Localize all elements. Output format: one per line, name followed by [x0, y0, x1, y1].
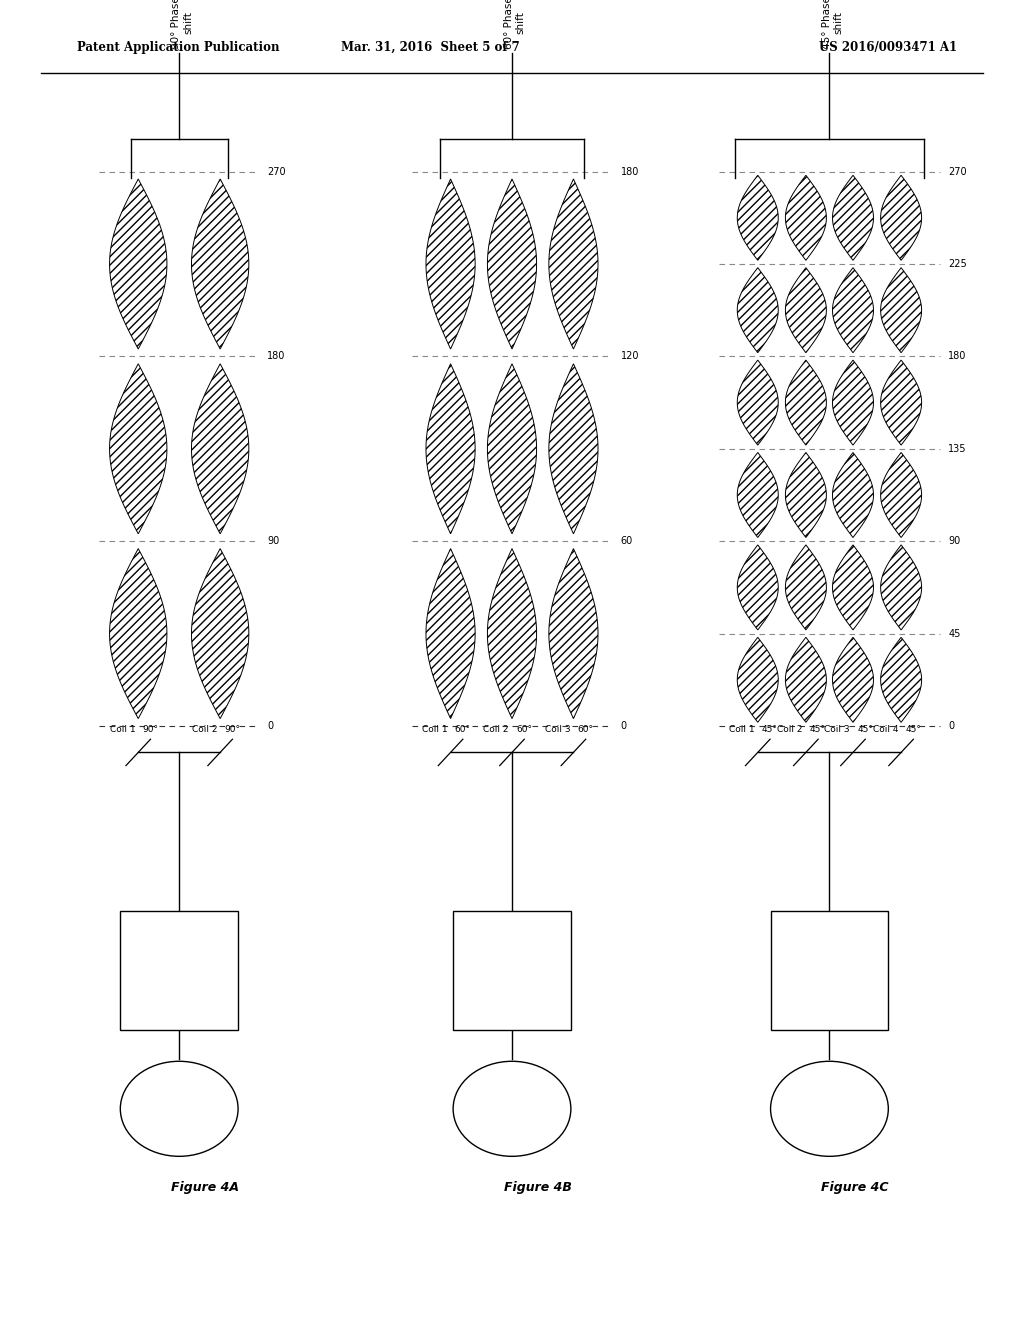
- Text: 180: 180: [621, 166, 639, 177]
- Polygon shape: [833, 545, 873, 630]
- Polygon shape: [191, 180, 249, 348]
- Text: Phase shift
modulator: Phase shift modulator: [801, 960, 858, 981]
- Text: 60°: 60°: [455, 725, 471, 734]
- Text: Figure 4A: Figure 4A: [171, 1181, 239, 1195]
- Text: Coil 1: Coil 1: [422, 725, 447, 734]
- Text: 120: 120: [621, 351, 639, 362]
- Text: Coil 1: Coil 1: [729, 725, 755, 734]
- Text: Phase shift
modulator: Phase shift modulator: [483, 960, 541, 981]
- Text: Figure 4C: Figure 4C: [821, 1181, 889, 1195]
- Text: Coil 1: Coil 1: [110, 725, 135, 734]
- Text: 45°: 45°: [905, 725, 922, 734]
- Polygon shape: [487, 364, 537, 533]
- Text: US 2016/0093471 A1: US 2016/0093471 A1: [819, 41, 957, 54]
- Polygon shape: [426, 180, 475, 348]
- Ellipse shape: [770, 1061, 889, 1156]
- Text: 60°: 60°: [578, 725, 594, 734]
- Polygon shape: [737, 268, 778, 352]
- Text: 90: 90: [267, 536, 280, 546]
- Text: 180: 180: [267, 351, 286, 362]
- Text: Coil 3: Coil 3: [545, 725, 570, 734]
- Text: 45°: 45°: [762, 725, 778, 734]
- Polygon shape: [881, 360, 922, 445]
- Text: Figure 4B: Figure 4B: [504, 1181, 571, 1195]
- Polygon shape: [881, 453, 922, 537]
- Polygon shape: [785, 453, 826, 537]
- Text: RF source: RF source: [154, 1104, 205, 1114]
- Polygon shape: [487, 549, 537, 718]
- Text: 60: 60: [621, 536, 633, 546]
- Polygon shape: [785, 638, 826, 722]
- Polygon shape: [833, 453, 873, 537]
- Polygon shape: [549, 364, 598, 533]
- Text: 60° Phase
shift: 60° Phase shift: [504, 0, 526, 49]
- Polygon shape: [833, 176, 873, 260]
- Polygon shape: [785, 268, 826, 352]
- Polygon shape: [833, 268, 873, 352]
- Polygon shape: [110, 364, 167, 533]
- Polygon shape: [785, 545, 826, 630]
- Polygon shape: [191, 364, 249, 533]
- FancyBboxPatch shape: [453, 911, 571, 1030]
- Text: 90°: 90°: [224, 725, 241, 734]
- Polygon shape: [785, 176, 826, 260]
- Text: 270: 270: [948, 166, 967, 177]
- Polygon shape: [737, 545, 778, 630]
- Text: 0: 0: [948, 721, 954, 731]
- Text: Coil 3: Coil 3: [824, 725, 850, 734]
- Polygon shape: [191, 549, 249, 718]
- Text: 45°: 45°: [857, 725, 873, 734]
- Polygon shape: [737, 638, 778, 722]
- Polygon shape: [549, 180, 598, 348]
- Polygon shape: [110, 180, 167, 348]
- Ellipse shape: [121, 1061, 238, 1156]
- Polygon shape: [785, 360, 826, 445]
- Polygon shape: [881, 638, 922, 722]
- Text: Phase shift
modulator: Phase shift modulator: [151, 960, 208, 981]
- FancyBboxPatch shape: [771, 911, 889, 1030]
- Text: RF source: RF source: [804, 1104, 855, 1114]
- Polygon shape: [549, 549, 598, 718]
- Polygon shape: [881, 268, 922, 352]
- Polygon shape: [487, 180, 537, 348]
- Text: 270: 270: [267, 166, 286, 177]
- Text: 60°: 60°: [516, 725, 532, 734]
- Text: 45°: 45°: [810, 725, 826, 734]
- Polygon shape: [881, 176, 922, 260]
- Text: Coil 2: Coil 2: [777, 725, 803, 734]
- Text: 0: 0: [621, 721, 627, 731]
- FancyBboxPatch shape: [121, 911, 238, 1030]
- Text: 0: 0: [267, 721, 273, 731]
- Polygon shape: [737, 453, 778, 537]
- Polygon shape: [737, 360, 778, 445]
- Text: Patent Application Publication: Patent Application Publication: [77, 41, 280, 54]
- Text: Mar. 31, 2016  Sheet 5 of 7: Mar. 31, 2016 Sheet 5 of 7: [341, 41, 519, 54]
- Text: 180: 180: [948, 351, 967, 362]
- Text: 90° Phase
shift: 90° Phase shift: [171, 0, 194, 49]
- Polygon shape: [833, 360, 873, 445]
- Text: 90: 90: [948, 536, 961, 546]
- Polygon shape: [833, 638, 873, 722]
- Polygon shape: [110, 549, 167, 718]
- Text: Coil 2: Coil 2: [191, 725, 217, 734]
- Text: 45° Phase
shift: 45° Phase shift: [821, 0, 844, 49]
- Text: 45: 45: [948, 628, 961, 639]
- Text: 90°: 90°: [142, 725, 159, 734]
- Text: Coil 4: Coil 4: [872, 725, 898, 734]
- Text: 225: 225: [948, 259, 967, 269]
- Text: 135: 135: [948, 444, 967, 454]
- Polygon shape: [737, 176, 778, 260]
- Ellipse shape: [453, 1061, 571, 1156]
- Text: RF source: RF source: [486, 1104, 538, 1114]
- Text: Coil 2: Coil 2: [483, 725, 509, 734]
- Polygon shape: [426, 549, 475, 718]
- Polygon shape: [426, 364, 475, 533]
- Polygon shape: [881, 545, 922, 630]
